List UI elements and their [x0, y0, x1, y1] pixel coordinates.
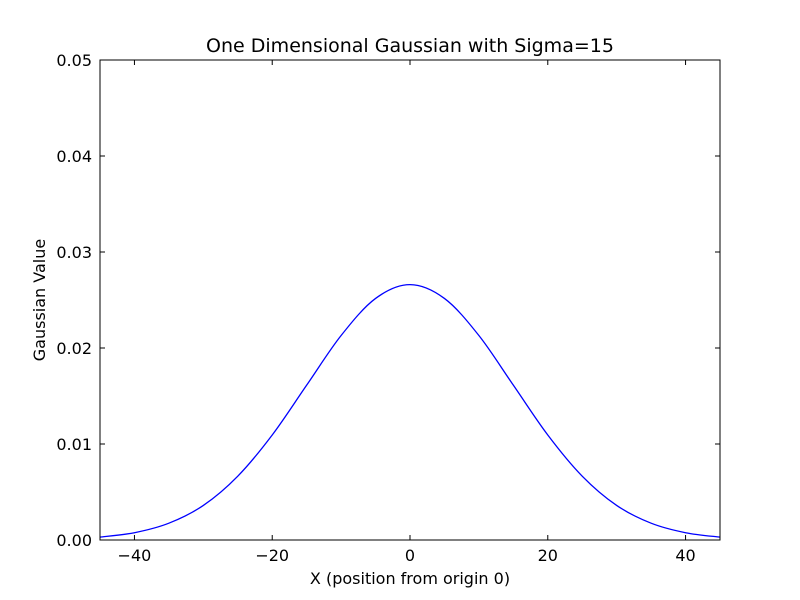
y-tick-label: 0.05 — [56, 51, 92, 70]
axis-ticks: −40 −20 0 20 40 0.00 0.01 0.02 0.03 0.04 0.05 — [56, 51, 720, 565]
x-axis-label: X (position from origin 0) — [310, 569, 510, 588]
y-tick-label: 0.01 — [56, 435, 92, 454]
y-tick-label: 0.00 — [56, 531, 92, 550]
chart-title: One Dimensional Gaussian with Sigma=15 — [206, 35, 614, 57]
y-tick-label: 0.03 — [56, 243, 92, 262]
y-tick-label: 0.04 — [56, 147, 92, 166]
x-tick-label: −40 — [118, 546, 152, 565]
y-tick-label: 0.02 — [56, 339, 92, 358]
y-axis-label: Gaussian Value — [30, 239, 49, 361]
plot-area — [99, 283, 721, 538]
series-line-0 — [99, 283, 721, 538]
x-tick-label: 40 — [675, 546, 695, 565]
x-tick-label: 20 — [538, 546, 558, 565]
x-tick-label: −20 — [255, 546, 289, 565]
x-tick-label: 0 — [405, 546, 415, 565]
